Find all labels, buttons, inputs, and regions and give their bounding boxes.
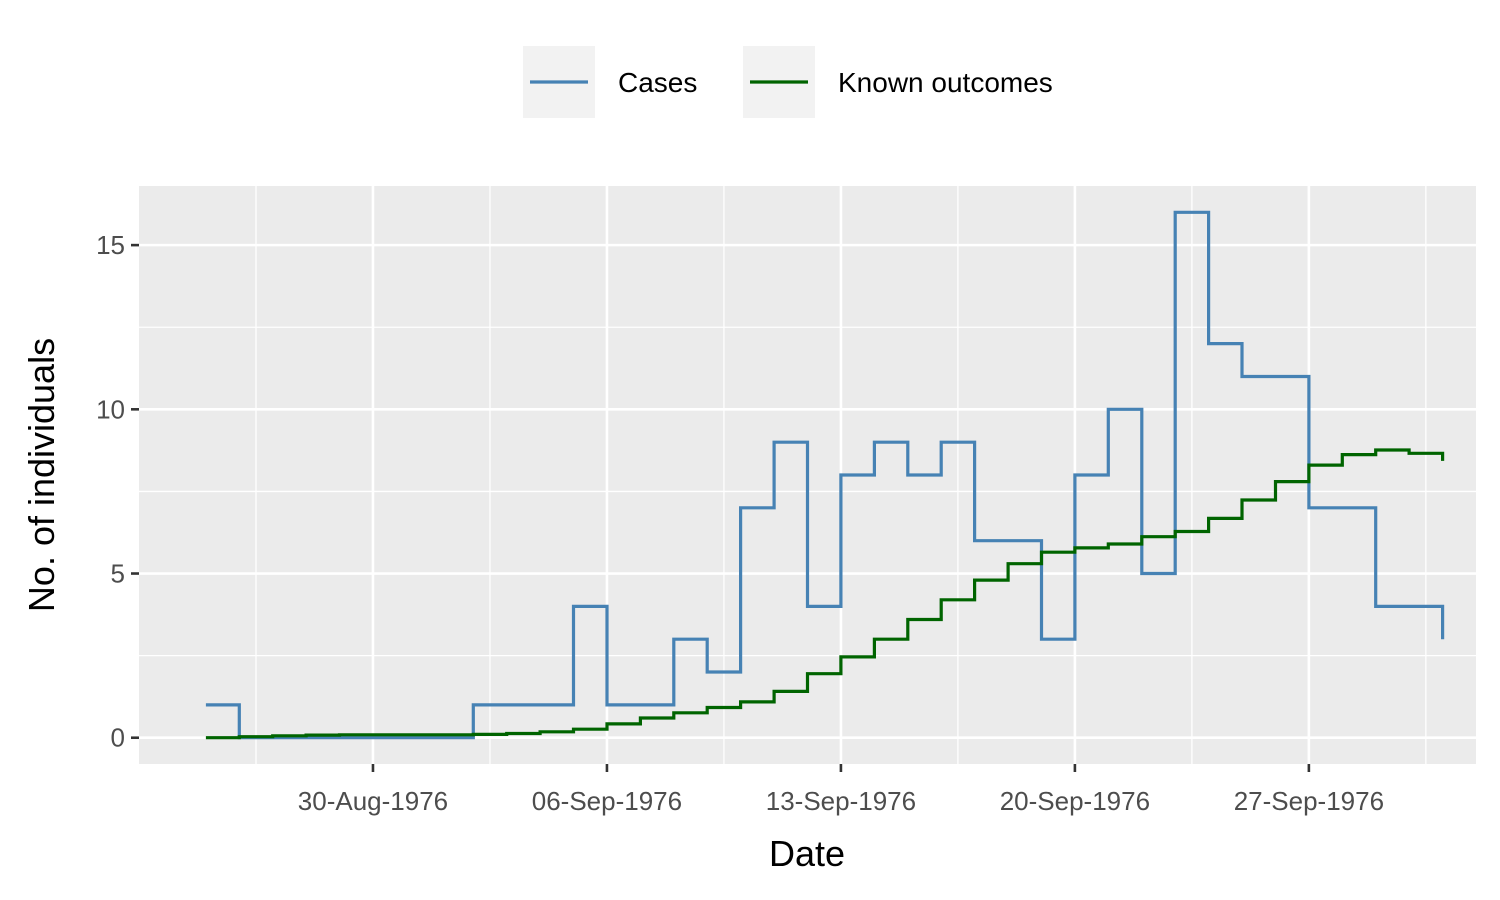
legend-label: Known outcomes [838, 67, 1053, 98]
series-line-cases [205, 210, 1445, 740]
x-axis-title: Date [769, 833, 845, 874]
y-tick-label: 0 [111, 723, 125, 753]
x-tick-label: 13-Sep-1976 [766, 786, 916, 816]
series-layer [205, 210, 1445, 740]
x-tick-label: 06-Sep-1976 [532, 786, 682, 816]
y-tick-label: 10 [96, 394, 125, 424]
y-axis-title: No. of individuals [21, 338, 62, 612]
y-tick-label: 15 [96, 230, 125, 260]
x-tick-label: 30-Aug-1976 [298, 786, 448, 816]
x-tick-label: 20-Sep-1976 [1000, 786, 1150, 816]
series-line-known-outcomes [205, 448, 1445, 740]
axes: 0 5 10 15 30-Aug-1976 06-Sep-1976 13-Sep-1976 2… [96, 230, 1384, 816]
y-tick-label: 5 [111, 559, 125, 589]
legend-label: Cases [618, 67, 697, 98]
x-tick-label: 27-Sep-1976 [1234, 786, 1384, 816]
legend: Cases Known outcomes [523, 46, 1053, 118]
